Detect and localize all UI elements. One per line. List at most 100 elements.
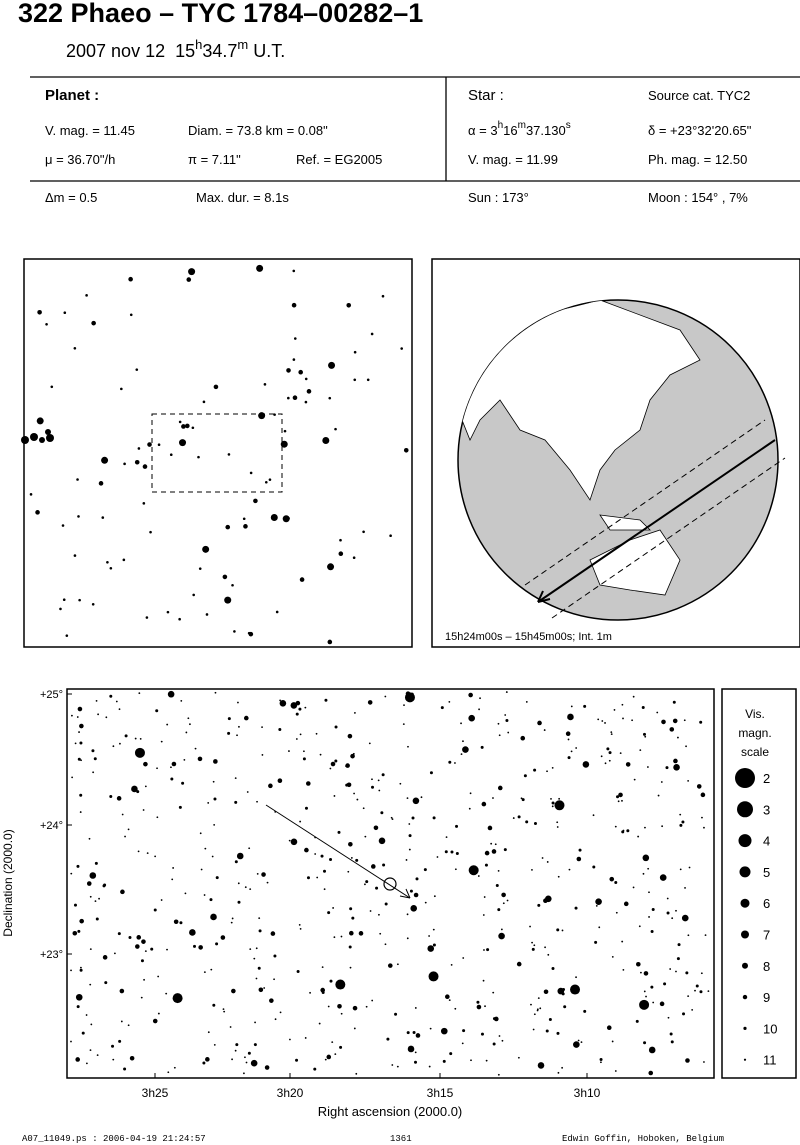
star: [428, 971, 439, 982]
star: [610, 733, 613, 736]
star: [197, 756, 203, 762]
star: [134, 747, 145, 758]
star: [621, 799, 623, 802]
star: [169, 453, 173, 457]
star: [411, 816, 415, 820]
star: [229, 1026, 232, 1028]
star: [263, 383, 267, 386]
star: [205, 613, 209, 616]
star: [75, 993, 83, 1001]
star: [562, 987, 566, 991]
star: [525, 701, 528, 703]
star: [643, 971, 649, 976]
star: [677, 736, 679, 739]
star: [561, 929, 564, 932]
star: [121, 813, 124, 816]
star: [338, 551, 344, 557]
star: [661, 719, 666, 725]
star: [507, 731, 510, 734]
star: [606, 1025, 612, 1031]
star: [396, 1065, 399, 1068]
star: [298, 924, 301, 926]
star: [606, 747, 610, 751]
star: [143, 978, 145, 981]
star: [128, 936, 132, 940]
star: [379, 932, 382, 935]
star: [454, 1007, 457, 1010]
star: [691, 1008, 694, 1011]
field: π = 7.11": [188, 152, 241, 167]
star: [210, 913, 217, 921]
star: [118, 1039, 122, 1043]
star: [80, 966, 82, 969]
star: [261, 726, 263, 729]
star: [255, 947, 258, 950]
star: [59, 607, 62, 611]
star: [501, 1039, 504, 1042]
star: [95, 699, 98, 702]
star: [142, 502, 146, 505]
star: [313, 1067, 317, 1071]
star: [213, 797, 217, 801]
star: [492, 1042, 496, 1046]
star: [213, 384, 219, 390]
star: [224, 596, 232, 604]
star: [79, 741, 83, 745]
star: [77, 706, 83, 712]
star: [687, 934, 690, 937]
star: [687, 995, 690, 998]
star: [186, 277, 192, 282]
star: [652, 1001, 655, 1004]
star: [561, 992, 565, 996]
star: [707, 990, 710, 993]
star: [292, 395, 298, 400]
star: [432, 928, 435, 931]
star: [79, 723, 84, 729]
star: [137, 447, 141, 450]
star: [91, 602, 95, 606]
star: [89, 895, 92, 898]
star: [166, 948, 168, 951]
star: [127, 1024, 130, 1027]
star: [382, 863, 386, 867]
mag-scale: Vis. magn. scale 2 3 4 5 6 7 8 9 10 11: [735, 707, 777, 1068]
star: [337, 1003, 342, 1009]
star: [545, 895, 552, 903]
star: [399, 782, 402, 785]
star: [152, 1018, 158, 1024]
star: [396, 963, 399, 966]
star: [243, 524, 248, 529]
star: [150, 947, 154, 951]
star: [207, 802, 210, 804]
field: Diam. = 73.8 km = 0.08": [188, 123, 328, 138]
star: [105, 716, 108, 719]
star: [75, 1057, 80, 1062]
star: [349, 907, 353, 911]
star: [94, 861, 98, 865]
star: [631, 719, 634, 722]
star: [322, 436, 330, 444]
star: [407, 1045, 415, 1053]
star: [88, 837, 91, 840]
star: [136, 935, 142, 940]
star: [65, 634, 69, 637]
star: [483, 949, 485, 951]
star: [96, 1054, 99, 1057]
star: [279, 700, 287, 707]
star: [122, 558, 126, 562]
date-line: 2007 nov 12 15h34.7m U.T.: [66, 37, 285, 61]
field-box: [23, 258, 413, 648]
star: [134, 459, 140, 465]
star: [365, 880, 369, 884]
star: [563, 1005, 567, 1009]
star: [178, 805, 182, 809]
star: [154, 855, 157, 858]
star: [292, 358, 296, 361]
star: [245, 1061, 248, 1064]
scale-label: 11: [763, 1053, 777, 1068]
star: [328, 396, 332, 400]
star: [72, 930, 78, 936]
star: [89, 948, 92, 951]
star: [647, 867, 650, 870]
star: [185, 731, 188, 734]
